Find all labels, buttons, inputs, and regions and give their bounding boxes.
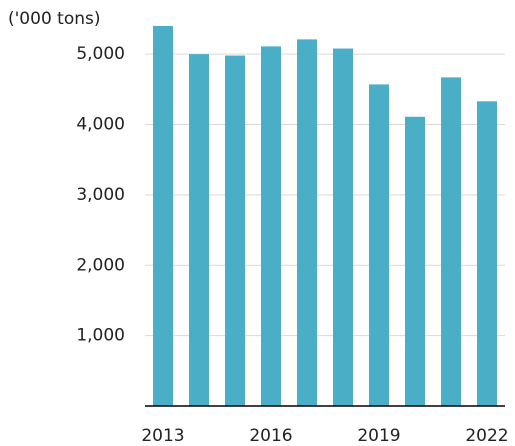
x-tick-label: 2019 [357, 426, 400, 446]
bar [477, 101, 497, 406]
y-tick-label: 5,000 [76, 44, 125, 64]
x-tick-label: 2013 [141, 426, 184, 446]
bar [441, 77, 461, 407]
bar [405, 116, 425, 407]
y-tick-label: 4,000 [76, 115, 125, 135]
bar [225, 55, 245, 407]
bar [261, 46, 281, 406]
y-tick-label: 1,000 [76, 326, 125, 346]
bar [333, 48, 353, 406]
y-tick-label: 2,000 [76, 255, 125, 275]
y-axis-label: ('000 tons) [8, 9, 101, 29]
bar [369, 84, 389, 406]
x-tick-label: 2016 [249, 426, 292, 446]
x-tick-label: 2022 [465, 426, 508, 446]
bar [153, 26, 173, 406]
y-tick-label: 3,000 [76, 185, 125, 205]
bar [297, 39, 317, 407]
bar [189, 54, 209, 407]
